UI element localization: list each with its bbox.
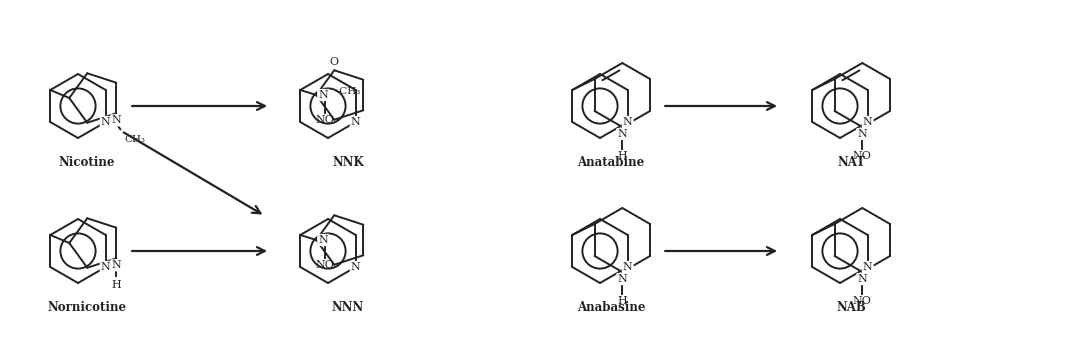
- Text: NO: NO: [316, 260, 335, 270]
- Text: N: N: [857, 129, 867, 139]
- Text: NNK: NNK: [332, 156, 364, 169]
- Text: N: N: [351, 117, 361, 127]
- Text: –CH₃: –CH₃: [334, 86, 361, 95]
- Text: N: N: [623, 117, 632, 127]
- Text: NO: NO: [853, 296, 871, 306]
- Text: NAT: NAT: [837, 156, 865, 169]
- Text: N: N: [101, 117, 111, 127]
- Text: N: N: [617, 274, 627, 284]
- Text: N: N: [101, 262, 111, 272]
- Text: H: H: [617, 151, 627, 161]
- Text: Anatabine: Anatabine: [577, 156, 645, 169]
- Text: N: N: [857, 274, 867, 284]
- Text: Nornicotine: Nornicotine: [47, 301, 126, 314]
- Text: NO: NO: [316, 115, 335, 125]
- Text: N: N: [623, 262, 632, 272]
- Text: H: H: [111, 280, 122, 290]
- Text: Nicotine: Nicotine: [58, 156, 115, 169]
- Text: CH₃: CH₃: [124, 135, 145, 144]
- Text: NAB: NAB: [836, 301, 866, 314]
- Text: N: N: [617, 129, 627, 139]
- Text: N: N: [111, 260, 122, 270]
- Text: NO: NO: [853, 151, 871, 161]
- Text: Anabasine: Anabasine: [577, 301, 645, 314]
- Text: N: N: [351, 262, 361, 272]
- Text: N: N: [319, 90, 328, 100]
- Text: N: N: [863, 117, 872, 127]
- Text: H: H: [617, 296, 627, 306]
- Text: N: N: [319, 235, 328, 245]
- Text: N: N: [863, 262, 872, 272]
- Text: N: N: [111, 115, 122, 125]
- Text: O: O: [330, 57, 339, 67]
- Text: NNN: NNN: [332, 301, 364, 314]
